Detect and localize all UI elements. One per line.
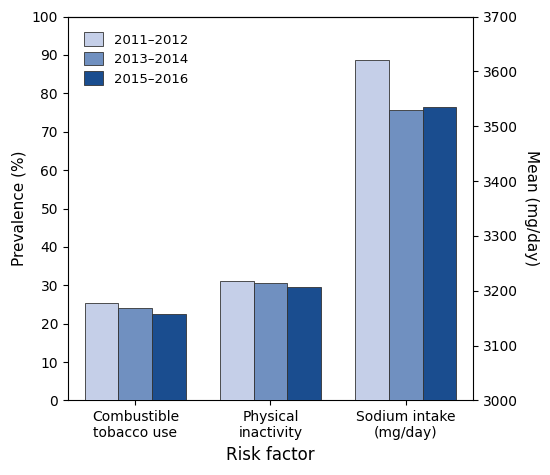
Bar bbox=[220, 281, 254, 400]
Bar bbox=[355, 60, 389, 400]
Bar bbox=[118, 308, 152, 400]
X-axis label: Risk factor: Risk factor bbox=[226, 446, 315, 464]
Bar bbox=[152, 314, 186, 400]
Y-axis label: Mean (mg/day): Mean (mg/day) bbox=[524, 151, 539, 266]
Y-axis label: Prevalence (%): Prevalence (%) bbox=[11, 151, 26, 266]
Bar bbox=[85, 303, 118, 400]
Bar bbox=[288, 287, 321, 400]
Bar bbox=[422, 107, 456, 400]
Bar bbox=[254, 283, 288, 400]
Bar bbox=[389, 110, 422, 400]
Legend: 2011–2012, 2013–2014, 2015–2016: 2011–2012, 2013–2014, 2015–2016 bbox=[74, 23, 197, 95]
